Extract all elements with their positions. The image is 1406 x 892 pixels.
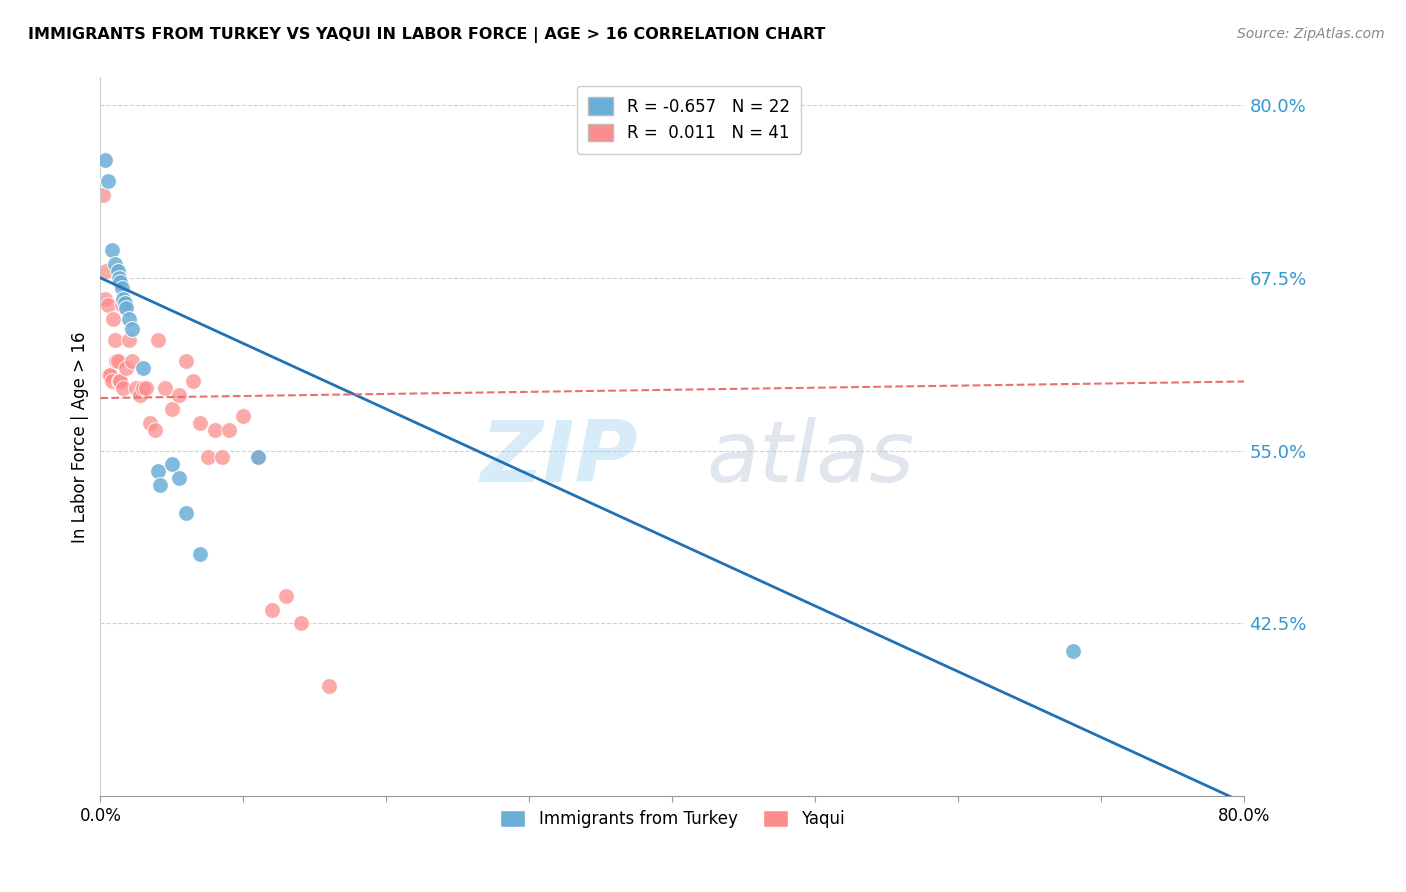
Point (111, 280, 134, 294)
Point (112, 381, 135, 395)
Point (139, 416, 162, 430)
Point (114, 295, 136, 310)
Point (118, 312, 141, 326)
Point (167, 388, 190, 402)
Point (98, 368, 121, 382)
Point (232, 409, 254, 423)
Point (110, 275, 132, 289)
Point (104, 333, 127, 347)
Point (108, 375, 131, 389)
Point (107, 264, 129, 278)
Point (91, 188, 114, 202)
Point (107, 353, 129, 368)
Point (197, 450, 219, 465)
Point (121, 353, 143, 368)
Point (153, 381, 176, 395)
Point (110, 375, 132, 389)
Point (132, 381, 155, 395)
Text: atlas: atlas (707, 417, 915, 500)
Point (97, 368, 120, 382)
Point (125, 381, 148, 395)
Point (93, 153, 115, 168)
Point (93, 292, 115, 306)
Point (101, 243, 124, 257)
Point (290, 616, 312, 631)
Point (115, 301, 138, 316)
Point (1062, 644, 1084, 658)
Text: ZIP: ZIP (481, 417, 638, 500)
Point (105, 353, 128, 368)
Point (111, 298, 134, 312)
Point (246, 450, 269, 465)
Point (146, 333, 169, 347)
Point (135, 381, 157, 395)
Point (101, 375, 124, 389)
Point (121, 322, 143, 336)
Point (108, 270, 131, 285)
Point (129, 388, 152, 402)
Point (204, 423, 226, 437)
Point (96, 174, 118, 188)
Point (276, 589, 298, 603)
Legend: Immigrants from Turkey, Yaqui: Immigrants from Turkey, Yaqui (494, 803, 851, 835)
Point (160, 458, 183, 472)
Point (181, 375, 204, 389)
Point (96, 298, 118, 312)
Text: Source: ZipAtlas.com: Source: ZipAtlas.com (1237, 27, 1385, 41)
Point (104, 257, 127, 271)
Point (174, 506, 197, 520)
Point (174, 353, 197, 368)
Point (118, 333, 141, 347)
Point (160, 402, 183, 417)
Point (190, 416, 212, 430)
Y-axis label: In Labor Force | Age > 16: In Labor Force | Age > 16 (72, 331, 89, 542)
Point (246, 450, 269, 465)
Point (318, 679, 340, 693)
Point (149, 478, 172, 492)
Point (218, 423, 240, 437)
Point (167, 471, 190, 485)
Point (112, 292, 135, 306)
Point (115, 360, 138, 375)
Point (211, 450, 233, 465)
Point (94, 264, 117, 278)
Point (103, 312, 125, 326)
Point (146, 464, 169, 478)
Point (132, 360, 155, 375)
Text: IMMIGRANTS FROM TURKEY VS YAQUI IN LABOR FORCE | AGE > 16 CORRELATION CHART: IMMIGRANTS FROM TURKEY VS YAQUI IN LABOR… (28, 27, 825, 43)
Point (143, 423, 166, 437)
Point (260, 602, 283, 616)
Point (190, 547, 212, 561)
